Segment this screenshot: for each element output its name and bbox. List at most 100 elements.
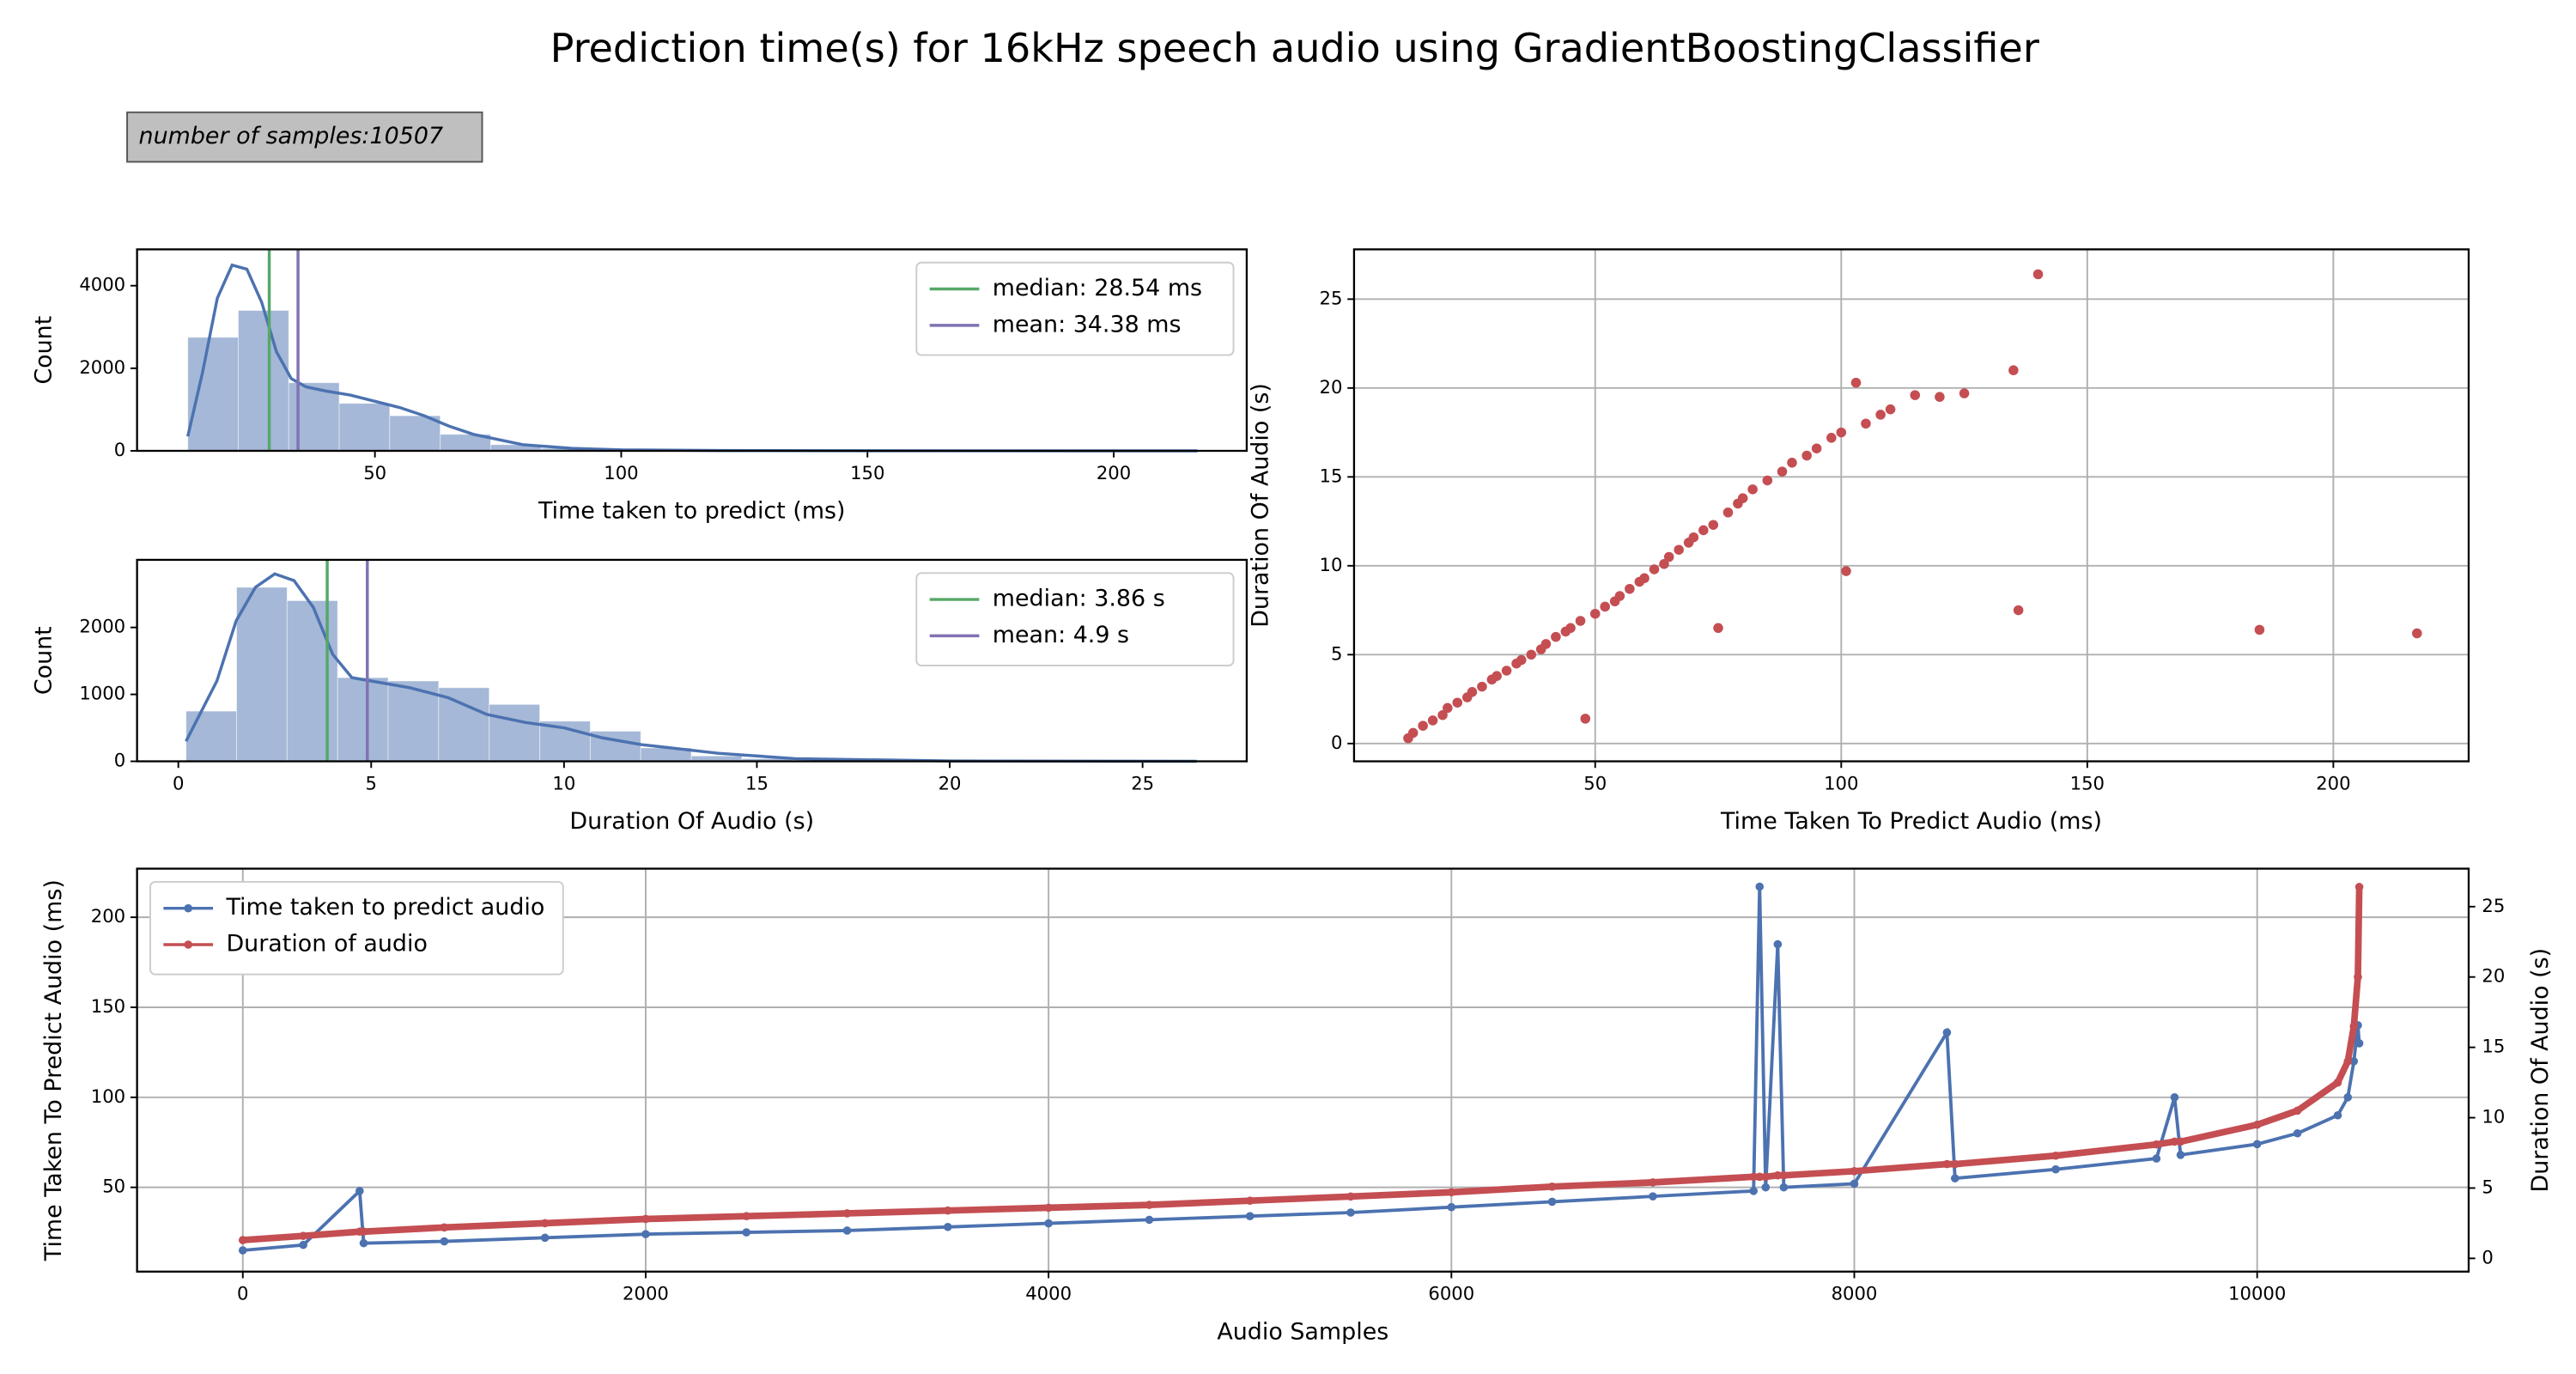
point bbox=[1551, 631, 1561, 642]
series-marker bbox=[1749, 1187, 1759, 1195]
x-axis-label: Time Taken To Predict Audio (ms) bbox=[1720, 808, 2102, 835]
point bbox=[1467, 687, 1478, 697]
point bbox=[1663, 551, 1674, 562]
y2-tick-label: 10 bbox=[2482, 1106, 2505, 1128]
series-marker bbox=[1942, 1028, 1952, 1037]
series-marker bbox=[359, 1227, 368, 1237]
point bbox=[1861, 418, 1871, 429]
series-marker bbox=[359, 1238, 368, 1248]
series-marker bbox=[2343, 1093, 2353, 1102]
point bbox=[1452, 697, 1463, 708]
x-tick-label: 4000 bbox=[1025, 1283, 1072, 1304]
series-marker bbox=[238, 1236, 247, 1244]
legend-label: median: 3.86 s bbox=[993, 586, 1165, 612]
y-axis-label: Count bbox=[30, 316, 57, 385]
y2-tick-label: 15 bbox=[2482, 1036, 2505, 1057]
point bbox=[1427, 715, 1438, 726]
point bbox=[1580, 714, 1591, 724]
series-marker bbox=[1761, 1182, 1771, 1192]
point bbox=[2013, 605, 2024, 616]
legend-box bbox=[915, 572, 1235, 666]
series-marker bbox=[299, 1231, 307, 1240]
point bbox=[1811, 443, 1822, 453]
point bbox=[1737, 493, 1748, 503]
y-tick-label: 10 bbox=[1320, 554, 1343, 575]
x-tick-label: 10000 bbox=[2228, 1283, 2286, 1304]
point bbox=[1674, 544, 1684, 555]
point bbox=[1540, 639, 1552, 649]
series-marker bbox=[2333, 1110, 2342, 1120]
point bbox=[1516, 654, 1527, 666]
point bbox=[1600, 601, 1610, 612]
series-marker bbox=[742, 1212, 751, 1221]
series-marker bbox=[1447, 1188, 1456, 1197]
series-marker bbox=[1950, 1159, 1959, 1169]
point bbox=[1787, 458, 1797, 468]
series-marker bbox=[2349, 1022, 2359, 1030]
series-marker bbox=[742, 1228, 751, 1237]
series-marker bbox=[540, 1233, 550, 1243]
point bbox=[1477, 681, 1487, 692]
series-marker bbox=[440, 1223, 449, 1232]
series-marker bbox=[540, 1219, 550, 1228]
series-marker bbox=[2293, 1106, 2302, 1116]
axes-frame bbox=[136, 558, 1249, 763]
series-marker bbox=[1649, 1192, 1657, 1201]
y-tick-label: 15 bbox=[1320, 465, 1343, 486]
series-marker bbox=[1779, 1170, 1789, 1180]
series-marker bbox=[2176, 1151, 2185, 1159]
series-marker bbox=[1773, 1170, 1783, 1180]
legend-box bbox=[149, 880, 564, 976]
legend-box bbox=[915, 261, 1235, 356]
series-marker bbox=[2349, 1057, 2359, 1066]
y-tick-label: 1000 bbox=[79, 683, 125, 704]
series-marker bbox=[641, 1230, 650, 1238]
series-marker bbox=[944, 1222, 952, 1231]
series-marker bbox=[842, 1209, 852, 1218]
series-marker bbox=[2176, 1137, 2185, 1146]
y-axis-label: Duration Of Audio (s) bbox=[1248, 383, 1274, 628]
x-axis-label: Duration Of Audio (s) bbox=[569, 808, 814, 835]
x-tick-label: 200 bbox=[2316, 772, 2350, 793]
series-marker bbox=[641, 1214, 650, 1224]
point bbox=[1713, 623, 1723, 634]
series-marker bbox=[1245, 1212, 1255, 1221]
y2-tick-label: 20 bbox=[2482, 965, 2505, 987]
x-tick-label: 150 bbox=[2070, 772, 2105, 793]
series-marker bbox=[1346, 1192, 1355, 1201]
y-tick-label: 25 bbox=[1320, 287, 1343, 308]
legend-label: median: 28.54 ms bbox=[993, 275, 1202, 301]
series-marker bbox=[1547, 1197, 1557, 1207]
x-tick-label: 200 bbox=[1097, 462, 1131, 483]
x-tick-label: 20 bbox=[939, 772, 962, 793]
series-marker bbox=[1547, 1182, 1557, 1191]
panel: 0 5 10 15 20 25 0 1000 2000 median: 3.86 s mean: 4… bbox=[30, 558, 1249, 835]
x-tick-label: 2000 bbox=[623, 1283, 669, 1304]
series-marker bbox=[1755, 1172, 1765, 1182]
axes-frame bbox=[136, 248, 1249, 453]
bar bbox=[187, 337, 239, 452]
series-marker bbox=[355, 1187, 364, 1195]
series-marker bbox=[2051, 1151, 2060, 1160]
series-marker bbox=[299, 1240, 307, 1249]
series-marker bbox=[2343, 1057, 2353, 1066]
series-marker bbox=[1245, 1196, 1255, 1206]
series-marker bbox=[2170, 1137, 2179, 1146]
point bbox=[1575, 616, 1586, 626]
series-marker bbox=[1447, 1202, 1456, 1212]
panel: 0 2000 4000 6000 8000 10000501001502000510152… bbox=[40, 867, 2554, 1345]
series-marker bbox=[2170, 1093, 2179, 1102]
point bbox=[1526, 649, 1537, 660]
series-marker bbox=[1850, 1166, 1859, 1176]
panel: 50 100 150 200 0 5 10 15 20 25 Time Taken To Predi… bbox=[1248, 248, 2470, 835]
series-marker bbox=[1755, 882, 1765, 891]
point bbox=[2008, 365, 2019, 375]
series-marker bbox=[1942, 1159, 1952, 1169]
bar bbox=[286, 599, 338, 763]
point bbox=[1649, 564, 1660, 575]
series-marker bbox=[2152, 1140, 2161, 1149]
axes-frame bbox=[1352, 248, 2470, 763]
series-marker bbox=[2293, 1128, 2302, 1138]
